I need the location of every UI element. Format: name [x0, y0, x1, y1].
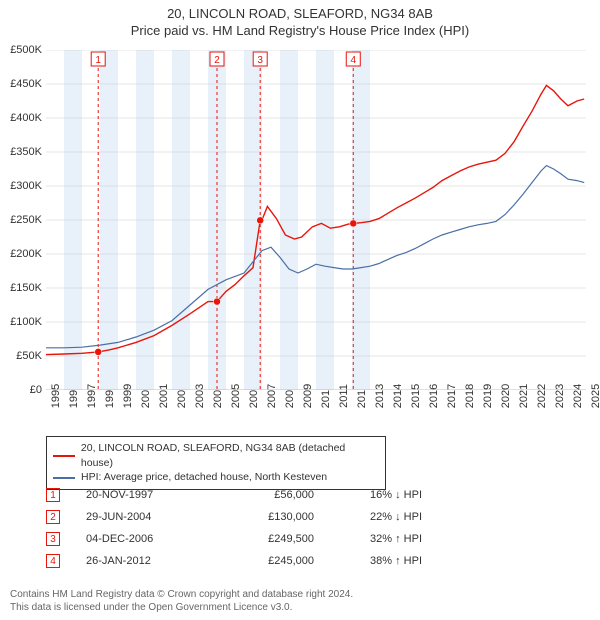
- svg-text:4: 4: [350, 55, 356, 66]
- legend-label: 20, LINCOLN ROAD, SLEAFORD, NG34 8AB (de…: [81, 441, 379, 470]
- title-address: 20, LINCOLN ROAD, SLEAFORD, NG34 8AB: [10, 6, 590, 21]
- footer-line: This data is licensed under the Open Gov…: [10, 601, 353, 614]
- event-delta: 22% ↓ HPI: [332, 511, 422, 523]
- y-tick-label: £100K: [0, 316, 42, 328]
- y-tick-label: £400K: [0, 112, 42, 124]
- event-date: 04-DEC-2006: [86, 533, 206, 545]
- y-tick-label: £50K: [0, 350, 42, 362]
- event-date: 29-JUN-2004: [86, 511, 206, 523]
- event-price: £56,000: [224, 489, 314, 501]
- y-tick-label: £150K: [0, 282, 42, 294]
- svg-text:2: 2: [214, 55, 220, 66]
- event-price: £130,000: [224, 511, 314, 523]
- event-row: 2 29-JUN-2004 £130,000 22% ↓ HPI: [46, 506, 422, 528]
- footer: Contains HM Land Registry data © Crown c…: [10, 588, 353, 614]
- event-price: £245,000: [224, 555, 314, 567]
- svg-text:3: 3: [257, 55, 263, 66]
- event-row: 3 04-DEC-2006 £249,500 32% ↑ HPI: [46, 528, 422, 550]
- y-tick-label: £350K: [0, 146, 42, 158]
- event-date: 26-JAN-2012: [86, 555, 206, 567]
- event-delta: 16% ↓ HPI: [332, 489, 422, 501]
- y-tick-label: £0: [0, 384, 42, 396]
- event-marker-icon: 3: [46, 532, 60, 546]
- chart-container: 20, LINCOLN ROAD, SLEAFORD, NG34 8AB Pri…: [0, 0, 600, 620]
- title-subtitle: Price paid vs. HM Land Registry's House …: [10, 23, 590, 38]
- y-tick-label: £200K: [0, 248, 42, 260]
- legend-row: 20, LINCOLN ROAD, SLEAFORD, NG34 8AB (de…: [53, 441, 379, 470]
- event-price: £249,500: [224, 533, 314, 545]
- y-tick-label: £250K: [0, 214, 42, 226]
- event-row: 1 20-NOV-1997 £56,000 16% ↓ HPI: [46, 484, 422, 506]
- event-date: 20-NOV-1997: [86, 489, 206, 501]
- title-block: 20, LINCOLN ROAD, SLEAFORD, NG34 8AB Pri…: [0, 0, 600, 42]
- events-table: 1 20-NOV-1997 £56,000 16% ↓ HPI 2 29-JUN…: [46, 484, 422, 572]
- y-tick-label: £450K: [0, 78, 42, 90]
- chart-plot-area: 1 2 3 4: [46, 50, 586, 390]
- event-row: 4 26-JAN-2012 £245,000 38% ↑ HPI: [46, 550, 422, 572]
- event-delta: 38% ↑ HPI: [332, 555, 422, 567]
- chart-svg: 1 2 3 4: [46, 50, 586, 390]
- event-marker-icon: 4: [46, 554, 60, 568]
- svg-text:1: 1: [95, 55, 101, 66]
- legend-swatch: [53, 477, 75, 479]
- event-marker-icon: 2: [46, 510, 60, 524]
- x-tick-label: 2025: [590, 384, 600, 408]
- legend-label: HPI: Average price, detached house, Nort…: [81, 470, 327, 485]
- event-delta: 32% ↑ HPI: [332, 533, 422, 545]
- legend-row: HPI: Average price, detached house, Nort…: [53, 470, 379, 485]
- legend-swatch: [53, 455, 75, 457]
- y-tick-label: £500K: [0, 44, 42, 56]
- footer-line: Contains HM Land Registry data © Crown c…: [10, 588, 353, 601]
- legend: 20, LINCOLN ROAD, SLEAFORD, NG34 8AB (de…: [46, 436, 386, 490]
- event-marker-icon: 1: [46, 488, 60, 502]
- y-tick-label: £300K: [0, 180, 42, 192]
